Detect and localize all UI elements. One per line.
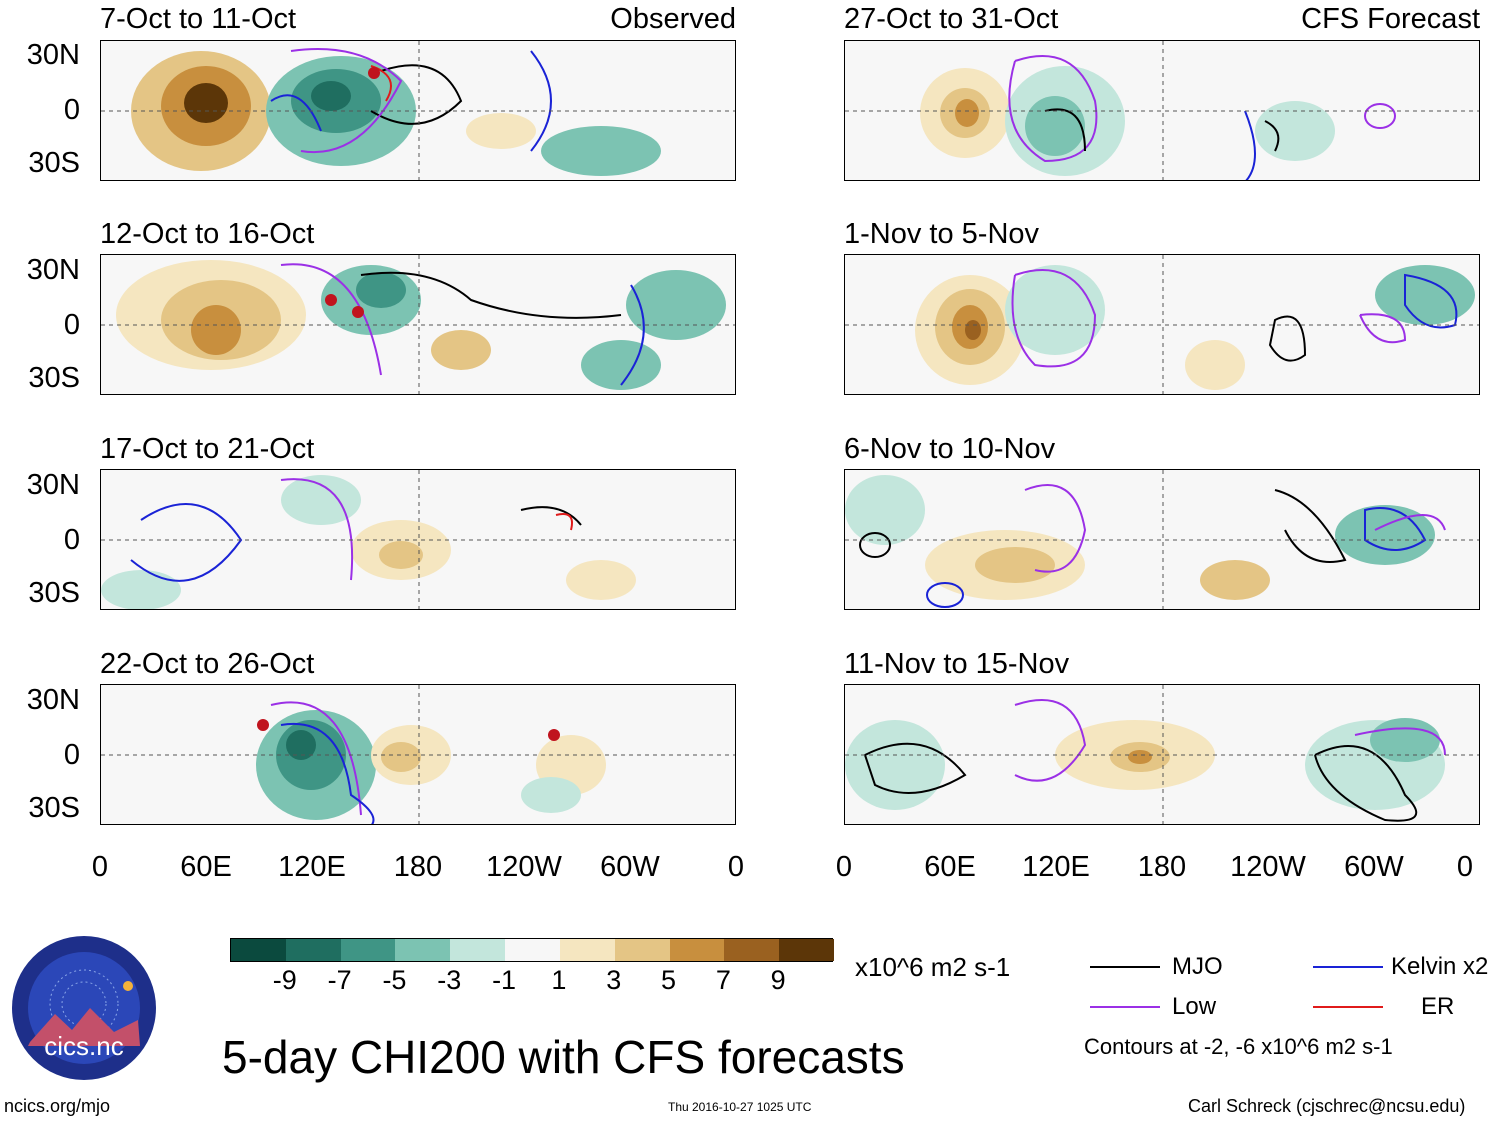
- colorbar-segment: [505, 939, 561, 961]
- lat-label-0: 0: [63, 309, 80, 341]
- map-panel-3: [100, 469, 736, 610]
- lat-label-30s: 30S: [28, 362, 80, 394]
- contours-note: Contours at -2, -6 x10^6 m2 s-1: [1084, 1034, 1393, 1059]
- colorbar-labels: -9 -7 -5 -3 -1 1 3 5 7 9: [230, 966, 833, 996]
- map-panel-8: [844, 684, 1480, 825]
- footer-timestamp: Thu 2016-10-27 1025 UTC: [668, 1100, 812, 1114]
- legend-label-er: ER: [1421, 993, 1455, 1020]
- colorbar-tick-label: -3: [437, 965, 462, 995]
- colorbar-segment: [340, 939, 396, 961]
- map-panel-4: [100, 684, 736, 825]
- lat-label-30n: 30N: [26, 254, 80, 286]
- footer-author[interactable]: Carl Schreck (cjschrec@ncsu.edu): [1188, 1096, 1466, 1116]
- lon-label-120w: 120W: [486, 851, 562, 883]
- colorbar: [230, 938, 835, 962]
- colorbar-tick-label: 5: [661, 965, 677, 995]
- colorbar-segment: [395, 939, 451, 961]
- legend-label-mjo: MJO: [1172, 953, 1223, 980]
- panel-title-6: 1-Nov to 5-Nov: [844, 218, 1040, 250]
- colorbar-segment: [669, 939, 725, 961]
- legend-line-er: [1313, 1006, 1383, 1008]
- lat-label-30s: 30S: [28, 147, 80, 179]
- cics-logo-graphic: [12, 936, 156, 1080]
- colorbar-tick-label: -9: [272, 965, 297, 995]
- colorbar-units: x10^6 m2 s-1: [855, 952, 1011, 982]
- lon-label-120e: 120E: [1022, 851, 1090, 883]
- lat-label-30n: 30N: [26, 684, 80, 716]
- footer-url[interactable]: ncics.org/mjo: [4, 1096, 111, 1116]
- colorbar-segment: [559, 939, 616, 961]
- panel-title-1: 7-Oct to 11-Oct: [100, 3, 297, 35]
- lat-label-30s: 30S: [28, 577, 80, 609]
- colorbar-tick-label: 7: [715, 965, 731, 995]
- map-panel-2: [100, 254, 736, 395]
- main-title: 5-day CHI200 with CFS forecasts: [222, 1031, 905, 1083]
- cics-logo: cics.nc: [10, 934, 158, 1082]
- map-panel-5: [844, 40, 1480, 181]
- legend-label-low: Low: [1172, 993, 1217, 1020]
- lat-label-0: 0: [63, 94, 80, 126]
- lon-label-180: 180: [393, 851, 443, 883]
- colorbar-tick-label: -7: [327, 965, 352, 995]
- panel-title-5: 27-Oct to 31-Oct: [844, 3, 1059, 35]
- lon-label-0: 0: [91, 851, 109, 883]
- map-panel-1: [100, 40, 736, 181]
- lat-label-0: 0: [63, 524, 80, 556]
- colorbar-tick-label: -1: [492, 965, 517, 995]
- colorbar-tick-label: 3: [606, 965, 622, 995]
- colorbar-tick-label: 9: [770, 965, 786, 995]
- lon-label-0: 0: [1456, 851, 1474, 883]
- colorbar-segment: [231, 939, 287, 961]
- colorbar-segment: [285, 939, 342, 961]
- cics-logo-text: cics.nc: [44, 1031, 124, 1061]
- colorbar-segment: [724, 939, 780, 961]
- colorbar-segment: [614, 939, 671, 961]
- lat-label-0: 0: [63, 739, 80, 771]
- map-panel-7: [844, 469, 1480, 610]
- legend-line-kelvin: [1313, 966, 1383, 968]
- lat-label-30n: 30N: [26, 469, 80, 501]
- lon-label-120e: 120E: [278, 851, 346, 883]
- observed-label: Observed: [610, 3, 736, 35]
- colorbar-tick-label: -5: [382, 965, 407, 995]
- colorbar-segment: [450, 939, 506, 961]
- colorbar-segment: [779, 939, 835, 961]
- panel-title-8: 11-Nov to 15-Nov: [844, 648, 1070, 680]
- map-panel-6: [844, 254, 1480, 395]
- lon-label-60e: 60E: [924, 851, 976, 883]
- lon-label-0: 0: [835, 851, 853, 883]
- lon-label-60e: 60E: [180, 851, 232, 883]
- legend-label-kelvin: Kelvin x2: [1391, 953, 1489, 980]
- lon-label-60w: 60W: [600, 851, 660, 883]
- cfs-forecast-label: CFS Forecast: [1301, 3, 1480, 35]
- panel-title-3: 17-Oct to 21-Oct: [100, 433, 315, 465]
- lon-label-180: 180: [1137, 851, 1187, 883]
- legend-line-low: [1090, 1006, 1160, 1008]
- lon-label-60w: 60W: [1344, 851, 1404, 883]
- panel-title-7: 6-Nov to 10-Nov: [844, 433, 1056, 465]
- lon-label-0: 0: [727, 851, 745, 883]
- lat-label-30s: 30S: [28, 792, 80, 824]
- legend-line-mjo: [1090, 966, 1160, 968]
- panel-title-2: 12-Oct to 16-Oct: [100, 218, 315, 250]
- panel-title-4: 22-Oct to 26-Oct: [100, 648, 315, 680]
- lat-label-30n: 30N: [26, 39, 80, 71]
- lon-label-120w: 120W: [1230, 851, 1306, 883]
- colorbar-tick-label: 1: [551, 965, 567, 995]
